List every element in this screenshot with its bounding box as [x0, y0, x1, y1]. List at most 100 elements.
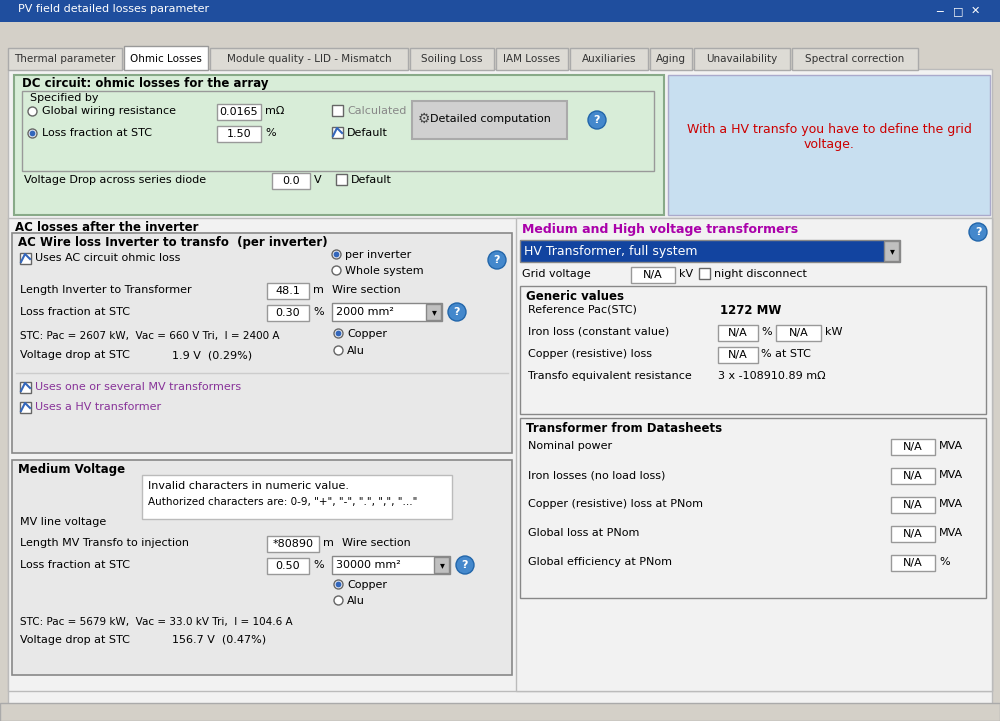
Circle shape	[332, 250, 341, 259]
Text: ▾: ▾	[432, 307, 436, 317]
Circle shape	[456, 556, 474, 574]
FancyBboxPatch shape	[699, 268, 710, 279]
Text: N/A: N/A	[903, 442, 923, 452]
Text: ⚙: ⚙	[418, 112, 430, 126]
FancyBboxPatch shape	[20, 382, 31, 393]
Text: Spectral correction: Spectral correction	[805, 54, 905, 64]
Text: V: V	[314, 175, 322, 185]
FancyBboxPatch shape	[776, 325, 821, 341]
FancyBboxPatch shape	[891, 526, 935, 542]
Text: m: m	[313, 285, 324, 295]
Text: Reference Pac(STC): Reference Pac(STC)	[528, 305, 637, 315]
Text: Iron losses (no load loss): Iron losses (no load loss)	[528, 470, 665, 480]
Text: MV line voltage: MV line voltage	[20, 517, 106, 527]
FancyBboxPatch shape	[267, 536, 319, 552]
Text: %: %	[313, 307, 324, 317]
FancyBboxPatch shape	[22, 91, 654, 171]
Text: HV Transformer, full system: HV Transformer, full system	[524, 244, 698, 257]
Text: Default: Default	[351, 175, 392, 185]
Text: Aging: Aging	[656, 54, 686, 64]
Text: Length MV Transfo to injection: Length MV Transfo to injection	[20, 538, 189, 548]
Text: Transfo equivalent resistance: Transfo equivalent resistance	[528, 371, 692, 381]
FancyBboxPatch shape	[891, 497, 935, 513]
Text: kW: kW	[825, 327, 842, 337]
FancyBboxPatch shape	[142, 475, 452, 519]
Circle shape	[334, 346, 343, 355]
Text: ?: ?	[494, 255, 500, 265]
Text: Thermal parameter: Thermal parameter	[14, 54, 116, 64]
Text: Copper: Copper	[347, 329, 387, 339]
Circle shape	[336, 583, 341, 587]
FancyBboxPatch shape	[332, 303, 442, 321]
FancyBboxPatch shape	[496, 48, 568, 70]
FancyBboxPatch shape	[891, 468, 935, 484]
FancyBboxPatch shape	[267, 283, 309, 299]
Text: MVA: MVA	[939, 528, 963, 538]
Text: MVA: MVA	[939, 470, 963, 480]
Text: N/A: N/A	[903, 529, 923, 539]
FancyBboxPatch shape	[332, 556, 450, 574]
Text: DC circuit: ohmic losses for the array: DC circuit: ohmic losses for the array	[22, 77, 268, 90]
Text: Module quality - LID - Mismatch: Module quality - LID - Mismatch	[227, 54, 391, 64]
Text: Auxiliaries: Auxiliaries	[582, 54, 636, 64]
Text: N/A: N/A	[903, 558, 923, 568]
FancyBboxPatch shape	[20, 253, 31, 264]
Text: Transformer from Datasheets: Transformer from Datasheets	[526, 422, 722, 435]
Text: Unavailability: Unavailability	[706, 54, 778, 64]
Text: Medium Voltage: Medium Voltage	[18, 463, 125, 476]
Text: Loss fraction at STC: Loss fraction at STC	[20, 560, 130, 570]
Text: Global loss at PNom: Global loss at PNom	[528, 528, 639, 538]
Text: Calculated: Calculated	[347, 106, 406, 116]
FancyBboxPatch shape	[210, 48, 408, 70]
Text: Copper: Copper	[347, 580, 387, 590]
FancyBboxPatch shape	[8, 48, 122, 70]
FancyBboxPatch shape	[884, 241, 899, 261]
FancyBboxPatch shape	[426, 304, 441, 320]
Text: Ohmic Losses: Ohmic Losses	[130, 54, 202, 64]
Circle shape	[336, 331, 341, 336]
FancyBboxPatch shape	[267, 558, 309, 574]
Text: % at STC: % at STC	[761, 349, 811, 359]
Text: ▾: ▾	[440, 560, 444, 570]
Text: With a HV transfo you have to define the grid
voltage.: With a HV transfo you have to define the…	[687, 123, 971, 151]
Text: 156.7 V  (0.47%): 156.7 V (0.47%)	[172, 635, 266, 645]
Text: ✕: ✕	[970, 6, 980, 16]
Text: 0.0165: 0.0165	[220, 107, 258, 117]
FancyBboxPatch shape	[412, 101, 567, 139]
Text: m: m	[323, 538, 334, 548]
Text: 1.50: 1.50	[227, 129, 251, 139]
FancyBboxPatch shape	[124, 46, 208, 70]
Text: Authorized characters are: 0-9, "+", "-", ".", ",", "...": Authorized characters are: 0-9, "+", "-"…	[148, 497, 417, 507]
FancyBboxPatch shape	[631, 267, 675, 283]
Circle shape	[588, 111, 606, 129]
FancyBboxPatch shape	[650, 48, 692, 70]
Text: Loss fraction at STC: Loss fraction at STC	[20, 307, 130, 317]
Text: N/A: N/A	[903, 500, 923, 510]
Text: %: %	[313, 560, 324, 570]
Circle shape	[332, 266, 341, 275]
Text: 0.50: 0.50	[276, 561, 300, 571]
Text: Uses a HV transformer: Uses a HV transformer	[35, 402, 161, 412]
Text: ─: ─	[937, 6, 943, 16]
Text: Grid voltage: Grid voltage	[522, 269, 591, 279]
FancyBboxPatch shape	[0, 703, 1000, 721]
FancyBboxPatch shape	[891, 555, 935, 571]
FancyBboxPatch shape	[410, 48, 494, 70]
Text: Copper (resistive) loss at PNom: Copper (resistive) loss at PNom	[528, 499, 703, 509]
Text: Voltage Drop across series diode: Voltage Drop across series diode	[24, 175, 206, 185]
Text: %: %	[265, 128, 276, 138]
Text: STC: Pac = 2607 kW,  Vac = 660 V Tri,  I = 2400 A: STC: Pac = 2607 kW, Vac = 660 V Tri, I =…	[20, 331, 280, 341]
FancyBboxPatch shape	[332, 105, 343, 116]
FancyBboxPatch shape	[668, 75, 990, 215]
Text: 48.1: 48.1	[276, 286, 300, 296]
Text: 1272 MW: 1272 MW	[720, 304, 781, 317]
Circle shape	[334, 252, 339, 257]
Text: STC: Pac = 5679 kW,  Vac = 33.0 kV Tri,  I = 104.6 A: STC: Pac = 5679 kW, Vac = 33.0 kV Tri, I…	[20, 617, 293, 627]
Text: Default: Default	[347, 128, 388, 138]
Text: N/A: N/A	[643, 270, 663, 280]
Text: 30000 mm²: 30000 mm²	[336, 560, 401, 570]
Text: Uses AC circuit ohmic loss: Uses AC circuit ohmic loss	[35, 253, 180, 263]
Text: Voltage drop at STC: Voltage drop at STC	[20, 350, 130, 360]
Text: N/A: N/A	[728, 328, 748, 338]
Text: kV: kV	[679, 269, 693, 279]
